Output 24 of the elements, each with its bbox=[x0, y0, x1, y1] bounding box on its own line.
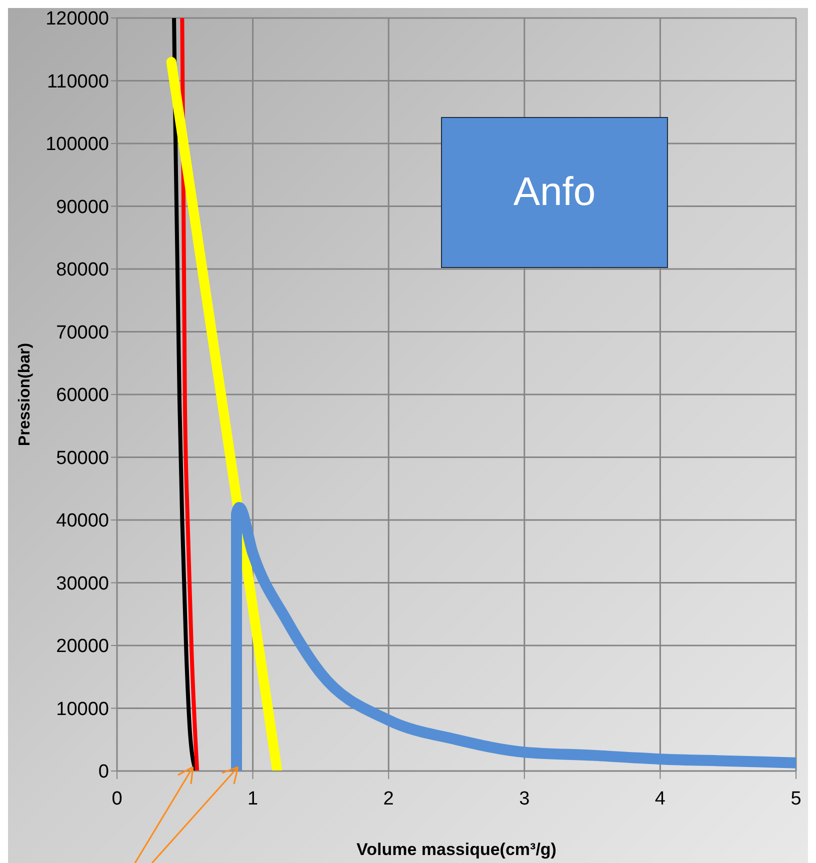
line-series bbox=[180, 18, 200, 771]
y-tick-label: 50000 bbox=[56, 448, 109, 469]
text-box: Anfo bbox=[441, 117, 668, 268]
y-axis-title: Pression(bar) bbox=[16, 342, 34, 446]
x-tick-label: 1 bbox=[248, 788, 258, 810]
y-tick-label: 90000 bbox=[56, 196, 109, 218]
y-tick-label: 110000 bbox=[47, 71, 109, 92]
x-tick-label: 3 bbox=[519, 788, 530, 810]
x-axis-title: Volume massique(cm³/g) bbox=[356, 840, 556, 859]
x-tick-label: 2 bbox=[383, 788, 394, 810]
x-tick-label: 4 bbox=[654, 788, 666, 810]
y-tick-label: 40000 bbox=[56, 510, 109, 532]
y-tick-label: 10000 bbox=[56, 698, 109, 720]
y-tick-label: 30000 bbox=[56, 573, 109, 594]
y-tick-label: 80000 bbox=[56, 260, 109, 281]
y-tick-label: 100000 bbox=[46, 134, 109, 156]
y-tick-label: 20000 bbox=[56, 636, 109, 658]
x-tick-label: 5 bbox=[790, 788, 802, 810]
y-tick-label: 70000 bbox=[56, 322, 109, 344]
y-tick-label: 60000 bbox=[56, 385, 109, 406]
line-series bbox=[172, 18, 198, 771]
y-tick-label: 120000 bbox=[46, 8, 109, 30]
y-tick-label: 0 bbox=[98, 762, 109, 783]
x-tick-label: 0 bbox=[112, 788, 122, 810]
